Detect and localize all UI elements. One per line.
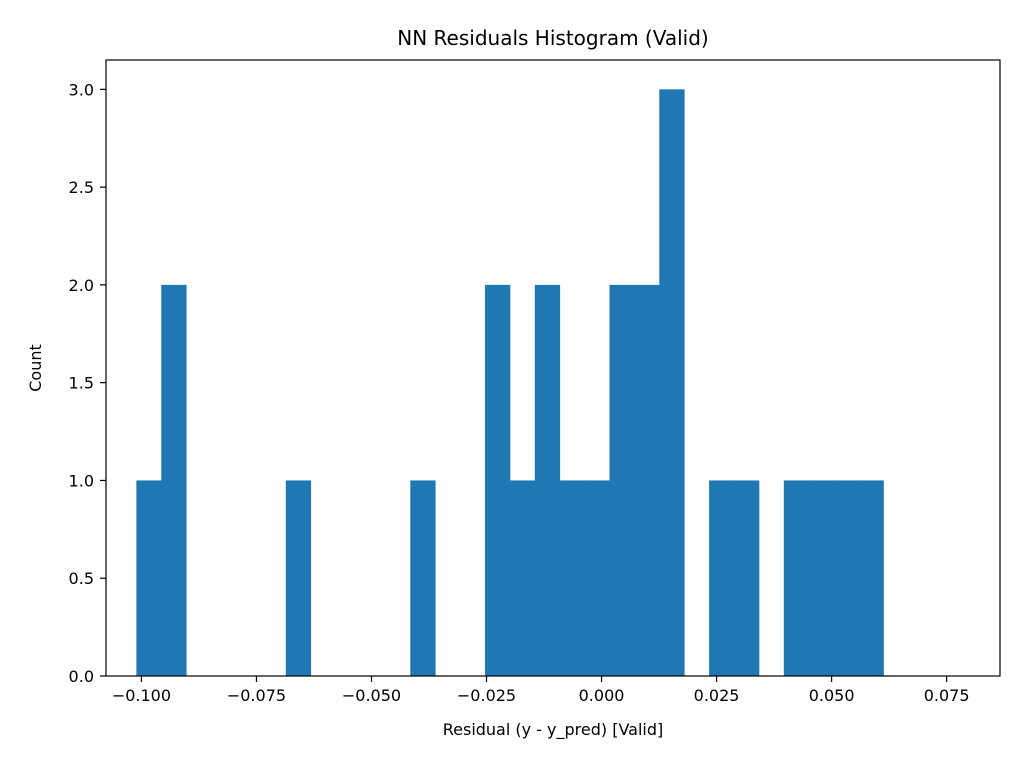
x-tick-label: 0.075 [924, 686, 970, 705]
x-tick-label: −0.050 [342, 686, 401, 705]
x-tick-label: −0.100 [112, 686, 171, 705]
histogram-bar [659, 89, 685, 677]
x-tick-label: −0.025 [457, 686, 516, 705]
y-axis-ticks: 0.0 0.5 1.0 1.5 2.0 2.5 3.0 [69, 80, 106, 686]
y-axis-label: Count [26, 344, 45, 392]
histogram-bar [833, 480, 859, 676]
y-tick-label: 2.0 [69, 276, 94, 295]
y-tick-label: 2.5 [69, 178, 94, 197]
histogram-bar [161, 284, 187, 676]
histogram-bar [783, 480, 810, 676]
x-axis-ticks: −0.100 −0.075 −0.050 −0.025 0.000 0.025 0.050 0… [112, 676, 970, 705]
histogram-bar [509, 480, 536, 676]
histogram-bar [858, 480, 884, 676]
histogram-bar [808, 480, 835, 676]
x-tick-label: 0.050 [809, 686, 855, 705]
histogram-bar [634, 284, 660, 676]
histogram-bar [734, 480, 760, 676]
x-tick-label: 0.000 [579, 686, 625, 705]
histogram-bar [584, 480, 610, 676]
histogram-bar [534, 284, 561, 676]
y-tick-label: 0.0 [69, 667, 94, 686]
x-axis-label: Residual (y - y_pred) [Valid] [443, 720, 664, 740]
y-tick-label: 1.0 [69, 471, 94, 490]
histogram-bar [136, 480, 162, 676]
histogram-bars [136, 89, 884, 677]
histogram-bar [484, 284, 511, 676]
histogram-bar [410, 480, 436, 676]
x-tick-label: −0.075 [227, 686, 286, 705]
plot-frame [105, 59, 1001, 677]
y-tick-label: 0.5 [69, 569, 94, 588]
x-tick-label: 0.025 [694, 686, 740, 705]
y-tick-label: 1.5 [69, 374, 94, 393]
histogram-bar [559, 480, 586, 676]
y-tick-label: 3.0 [69, 80, 94, 99]
histogram-bar [609, 284, 635, 676]
histogram-bar [709, 480, 735, 676]
histogram-bar [285, 480, 312, 676]
chart-title: NN Residuals Histogram (Valid) [397, 26, 708, 50]
